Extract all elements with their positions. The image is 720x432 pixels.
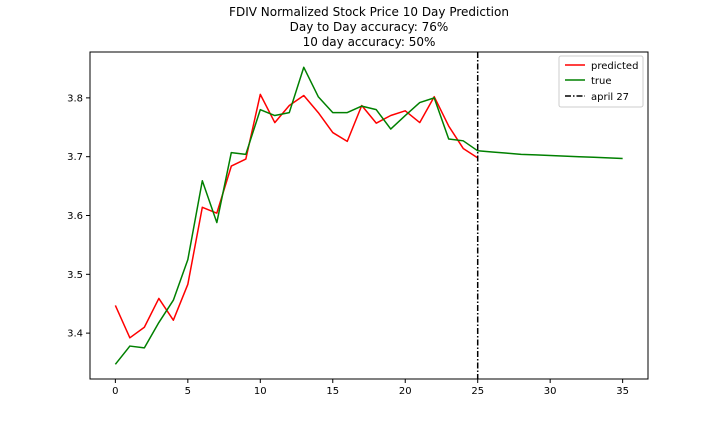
series-line-true <box>114 66 623 365</box>
x-tick-label: 10 <box>254 386 267 397</box>
x-axis: 0 5 10 15 20 25 30 35 <box>112 379 629 397</box>
y-tick-label: 3.8 <box>67 93 83 104</box>
y-tick-label: 3.7 <box>67 152 83 163</box>
x-tick-label: 30 <box>544 386 557 397</box>
y-axis: 3.4 3.5 3.6 3.7 3.8 <box>67 93 90 340</box>
plot-area <box>114 52 623 379</box>
y-tick-label: 3.5 <box>67 270 83 281</box>
x-tick-label: 20 <box>399 386 412 397</box>
x-tick-label: 0 <box>112 386 118 397</box>
chart-subtitle-line-1: Day to Day accuracy: 76% <box>290 20 449 34</box>
legend-label-true: true <box>591 76 612 87</box>
legend-box <box>558 55 644 108</box>
y-tick-label: 3.6 <box>67 211 83 222</box>
legend-label-april-27: april 27 <box>591 92 629 103</box>
legend: predicted true april 27 <box>558 55 644 108</box>
x-tick-label: 15 <box>326 386 339 397</box>
x-tick-label: 5 <box>185 386 191 397</box>
y-tick-label: 3.4 <box>67 329 83 340</box>
x-tick-label: 25 <box>471 386 484 397</box>
series-line-predicted <box>114 93 479 339</box>
chart-subtitle-line-2: 10 day accuracy: 50% <box>303 35 436 49</box>
legend-label-predicted: predicted <box>591 61 638 72</box>
chart-title: FDIV Normalized Stock Price 10 Day Predi… <box>229 5 509 19</box>
x-tick-label: 35 <box>616 386 629 397</box>
